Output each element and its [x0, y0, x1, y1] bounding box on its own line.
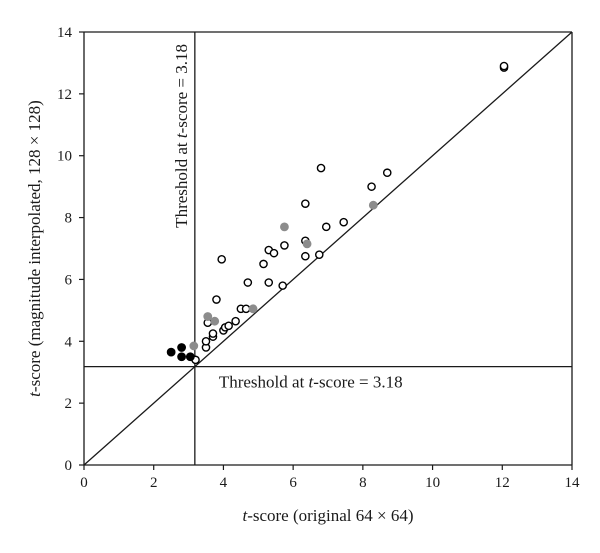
data-point-grey	[280, 222, 289, 232]
data-point-open	[212, 295, 221, 304]
y-ticks: 0 2 4 6 8 10 12 14	[57, 25, 84, 474]
data-point-black	[177, 343, 187, 352]
data-point-open	[321, 222, 331, 232]
data-point-open	[243, 278, 253, 287]
threshold-horizontal-label: Threshold at t-score = 3.18	[219, 373, 403, 392]
data-point-grey	[189, 341, 199, 351]
data-point-open	[314, 250, 324, 259]
y-tick-label: 10	[57, 149, 72, 165]
y-tick-label: 2	[65, 396, 73, 412]
data-point-open	[201, 336, 211, 346]
data-point-black	[185, 352, 195, 362]
data-point-open	[316, 163, 326, 173]
data-point-open	[280, 241, 289, 250]
x-tick-label: 6	[289, 475, 297, 491]
data-point-grey	[203, 312, 213, 321]
data-point-open	[264, 278, 274, 287]
data-point-grey	[302, 239, 312, 249]
data-point-open	[269, 248, 279, 258]
x-tick-label: 0	[80, 475, 88, 491]
x-tick-label: 14	[565, 475, 581, 491]
data-point-black	[166, 347, 176, 357]
data-point-grey	[368, 200, 378, 210]
data-point-black	[177, 352, 187, 362]
data-point-open	[259, 259, 268, 269]
x-tick-label: 2	[150, 475, 158, 491]
y-axis-title: t-score (magnitude interpolated, 128 × 1…	[25, 100, 44, 397]
data-point-open	[217, 255, 226, 264]
y-tick-label: 8	[65, 211, 73, 227]
y-tick-label: 6	[65, 272, 73, 288]
data-points	[166, 61, 509, 365]
data-point-open	[208, 329, 218, 338]
data-point-grey	[248, 304, 258, 314]
x-ticks: 0 2 4 6 8 10 12 14	[80, 465, 580, 491]
x-tick-label: 8	[359, 475, 367, 491]
y-tick-label: 0	[65, 458, 73, 474]
x-tick-label: 12	[495, 475, 510, 491]
identity-line	[83, 31, 573, 466]
data-point-grey	[210, 316, 220, 326]
data-point-open	[367, 182, 376, 191]
data-point-open	[382, 168, 392, 178]
y-tick-label: 14	[57, 25, 73, 41]
data-point-open	[278, 281, 287, 290]
data-point-open	[301, 199, 310, 208]
y-tick-label: 4	[65, 334, 73, 350]
data-point-open	[301, 251, 310, 261]
data-point-open	[339, 217, 348, 227]
data-point-open	[499, 61, 509, 71]
threshold-vertical-label: Threshold at t-score = 3.18	[172, 44, 191, 228]
y-tick-label: 12	[57, 87, 72, 103]
x-tick-label: 4	[220, 475, 228, 491]
plot-frame	[83, 31, 573, 466]
data-point-open	[241, 304, 251, 314]
data-point-open	[231, 316, 240, 326]
x-tick-label: 10	[425, 475, 440, 491]
x-axis-title: t-score (original 64 × 64)	[242, 506, 413, 525]
data-point-open	[224, 321, 233, 331]
